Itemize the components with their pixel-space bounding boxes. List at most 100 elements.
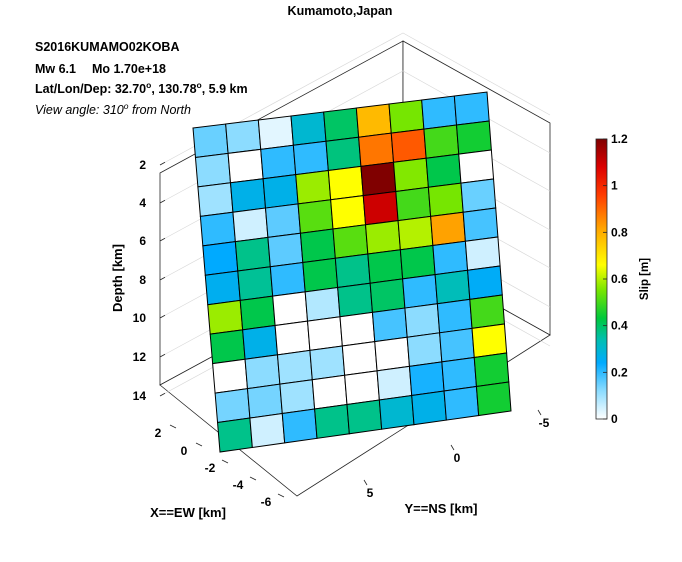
location-line: Lat/Lon/Dep: 32.70o, 130.78o, 5.9 km [35, 80, 248, 96]
depth-tick-mark [159, 392, 166, 397]
slip-patch [314, 403, 350, 439]
slip-patch [330, 195, 367, 230]
slip-patch [355, 103, 392, 138]
slip-patch [234, 236, 271, 272]
mo-value: Mo 1.70e+18 [92, 62, 166, 76]
slip-patch [460, 178, 497, 213]
slip-patch [369, 278, 406, 313]
colorbar-tick-label: 0.8 [611, 225, 628, 239]
colorbar-label: Slip [m] [639, 258, 651, 300]
slip-patch [212, 358, 249, 394]
slip-patch [274, 320, 311, 356]
slip-patch [475, 381, 512, 417]
ns-tick-mark [537, 409, 542, 416]
depth-tick-label: 8 [139, 273, 146, 287]
colorbar-tick-label: 0.4 [611, 319, 628, 333]
slip-patch [358, 132, 395, 167]
deg-mark-2: o [197, 80, 202, 90]
slip-patch [339, 311, 376, 347]
view-angle-line: View angle: 310o from North [35, 101, 191, 117]
depth-axis-label: Depth [km] [110, 244, 125, 312]
depth-tick-label: 12 [133, 350, 147, 364]
slip-patch [378, 394, 415, 430]
ew-tick-label: -4 [233, 478, 244, 492]
slip-patch [376, 365, 413, 401]
ew-axis-label: X==EW [km] [150, 505, 226, 520]
slip-patch [341, 341, 378, 376]
slip-patch [390, 128, 427, 163]
slip-patch [214, 388, 251, 424]
slip-patch [458, 149, 495, 184]
slip-patch [346, 399, 383, 435]
slip-patch [192, 123, 229, 159]
ew-tick-label: -6 [261, 495, 272, 509]
slip-patch [399, 244, 436, 280]
slip-patch [304, 286, 341, 322]
magnitude-line: Mw 6.1 Mo 1.70e+18 [35, 62, 166, 76]
slip-patch [297, 199, 334, 234]
slip-patch [367, 249, 404, 284]
ns-tick-label: -5 [539, 416, 550, 430]
slip-patch [421, 95, 458, 130]
slip-patch [311, 374, 348, 410]
slip-patch [257, 115, 294, 150]
ns-axis-label: Y==NS [km] [405, 501, 478, 516]
ns-tick-mark [363, 479, 368, 486]
ew-tick-mark [169, 424, 177, 429]
slip-patch [302, 257, 339, 293]
location-lon: , 130.78 [151, 82, 196, 96]
colorbar-ticks: 0 0.2 0.4 0.6 0.8 1 1.2 [603, 132, 628, 426]
colorbar-tick-label: 1.2 [611, 132, 628, 146]
slip-patch [239, 295, 276, 331]
slip-patch [260, 144, 297, 180]
slip-patch [207, 299, 244, 335]
event-id: S2016KUMAMO02KOBA [35, 40, 179, 54]
slip-patch [307, 316, 343, 351]
slip-patch [309, 345, 346, 381]
slip-patch [425, 153, 462, 188]
slip-patch [202, 241, 239, 276]
slip-patch [462, 207, 499, 242]
slip-patch [365, 220, 401, 255]
ew-tick-label: -2 [205, 461, 216, 475]
slip-patch [430, 211, 466, 247]
slip-patch [411, 390, 447, 426]
slip-patch [272, 291, 309, 327]
depth-gridline [159, 32, 551, 166]
slip-patch [249, 412, 286, 449]
slip-patch [279, 379, 316, 415]
slip-patch [453, 91, 490, 126]
slip-patch [395, 186, 432, 222]
depth-tick-mark [159, 161, 166, 166]
mw-value: Mw 6.1 [35, 62, 76, 76]
slip-patch [406, 332, 443, 367]
slip-patch [427, 182, 464, 217]
colorbar-tick-label: 0.6 [611, 272, 628, 286]
slip-patch [269, 261, 306, 297]
deg-mark-3: o [124, 101, 129, 111]
slip-patch [337, 282, 373, 318]
depth-tick-mark [159, 353, 166, 358]
chart-title: Kumamoto,Japan [288, 4, 393, 18]
ew-tick-label: 2 [155, 426, 162, 440]
depth-tick-label: 6 [139, 234, 146, 248]
ew-tick-label: 0 [181, 444, 188, 458]
deg-mark-1: o [146, 80, 151, 90]
depth-tick-mark [159, 314, 166, 319]
ew-tick-mark [221, 459, 229, 464]
slip-patch [323, 107, 360, 142]
depth-tick-label: 2 [139, 158, 146, 172]
slip-patch [246, 383, 283, 419]
depth-tick-label: 4 [139, 196, 146, 210]
slip-patch [397, 215, 434, 251]
slip-patch [360, 161, 397, 197]
colorbar-tick-label: 0.2 [611, 365, 628, 379]
slip-patch [229, 178, 267, 213]
location-depth: , 5.9 km [202, 82, 248, 96]
slip-patch [362, 190, 399, 226]
slip-patch [473, 352, 510, 388]
depth-tick-label: 14 [133, 389, 147, 403]
slip-patch [267, 232, 304, 268]
slip-patch [225, 119, 262, 154]
slip-patch [217, 417, 253, 453]
